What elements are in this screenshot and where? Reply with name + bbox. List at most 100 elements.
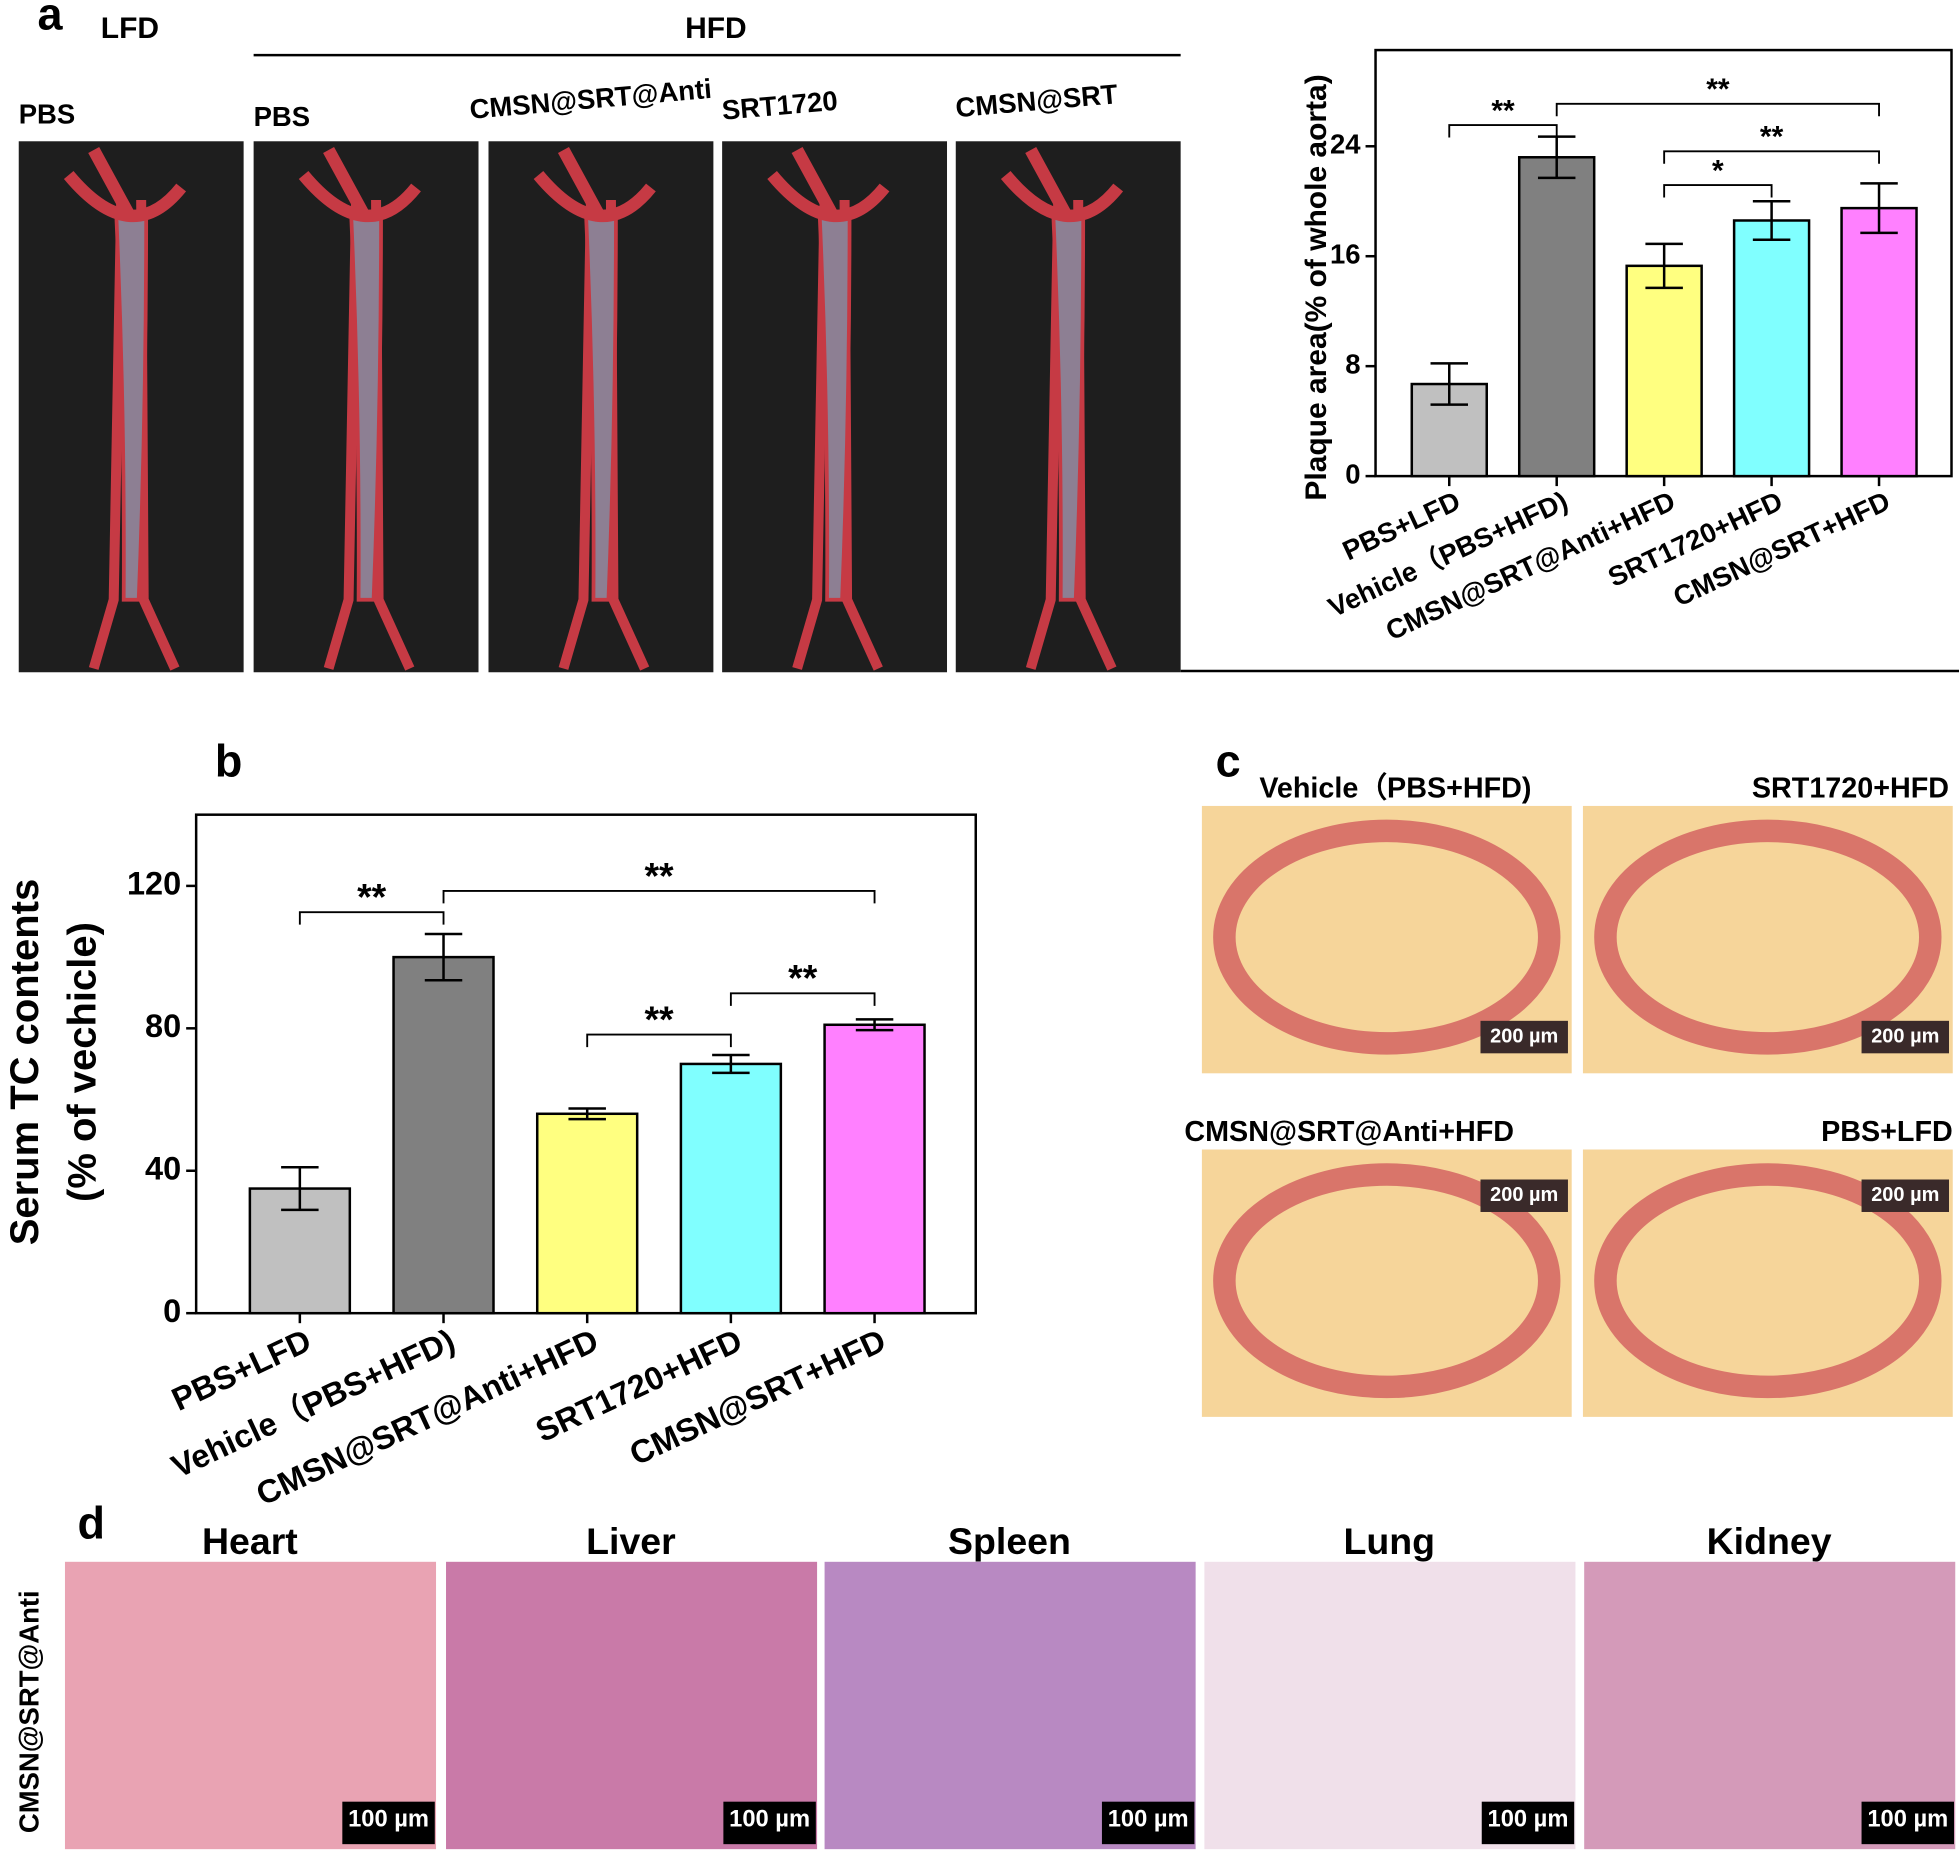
organ-image [1584,1561,1956,1850]
scale-bar-box [723,1801,816,1845]
organ-label: Spleen [948,1520,1071,1562]
group-label: HFD [685,12,747,45]
y-tick-label: 16 [1330,238,1361,269]
scale-bar-label: 100 µm [1108,1807,1189,1833]
organ-label: Lung [1344,1520,1436,1562]
error-bar [1430,362,1469,406]
section-label: PBS+LFD [1821,1116,1953,1148]
section-vessel [1594,1163,1942,1399]
bar [679,1062,783,1315]
scale-bar-box [1861,1020,1950,1054]
aorta-arch [298,147,421,223]
significance-label: ** [1760,121,1784,154]
panel-label: d [77,1498,104,1549]
aorta-arch [1000,147,1124,223]
scale-bar-box [1101,1801,1195,1845]
significance-label: ** [644,854,674,896]
organ-label: Liver [586,1520,676,1562]
significance-label: ** [1491,94,1515,127]
significance-bracket [298,911,445,925]
significance-label: ** [357,876,387,918]
error-bar [1752,199,1791,241]
bar [535,1112,639,1315]
error-bar [1645,242,1683,290]
y-tick-label: 40 [145,1150,181,1186]
scale-bar-box [1480,1179,1568,1212]
scale-bar-box [1861,1179,1950,1212]
aorta-vessel [114,210,149,602]
y-tick-label: 24 [1330,129,1361,160]
scale-bar-box [1481,1801,1575,1845]
bar [1625,264,1703,478]
error-bar [568,1107,606,1121]
y-tick-label: 0 [163,1293,181,1329]
section-label: Vehicle（PBS+HFD) [1259,771,1531,804]
panel-label: c [1216,736,1241,787]
section-vessel [1594,819,1942,1055]
photo-label: CMSN@SRT@Anti [468,73,713,125]
y-axis-label: (% of vechicle) [61,922,105,1202]
bar [392,955,495,1315]
error-bar [1860,182,1898,235]
photo-label: CMSN@SRT [954,78,1119,123]
y-tick-label: 0 [1345,458,1360,489]
error-bar [281,1165,319,1212]
error-bar [424,932,463,982]
organ-image [1204,1561,1576,1850]
aorta-vessel [817,210,852,602]
bar [1840,206,1918,478]
scale-bar-label: 100 µm [729,1807,810,1833]
scale-bar-box [1480,1020,1568,1054]
significance-bracket [729,992,876,1006]
x-tick-label: CMSN@SRT+HFD [624,1322,891,1472]
significance-label: * [1712,154,1724,187]
y-tick-label: 8 [1345,348,1360,379]
error-bar [855,1018,894,1032]
scale-bar-label: 200 µm [1490,1025,1558,1047]
bar [1410,382,1488,478]
aorta-vessel [583,210,618,602]
aorta-vessel [349,210,383,602]
organ-label: Heart [202,1520,298,1562]
significance-label: ** [788,957,818,999]
bar [1732,219,1811,478]
section-vessel [1213,1163,1561,1399]
significance-bracket [1663,184,1773,198]
section-vessel [1213,819,1561,1055]
row-label: CMSN@SRT@Anti [13,1590,44,1833]
y-tick-label: 120 [127,865,181,901]
group-label: LFD [101,12,159,45]
y-axis-label: Serum TC contents [3,879,47,1245]
scale-bar-label: 200 µm [1871,1025,1939,1047]
scale-bar-label: 200 µm [1871,1184,1939,1206]
scale-bar-label: 100 µm [1867,1807,1948,1833]
scale-bar-label: 100 µm [348,1807,429,1833]
section-label: CMSN@SRT@Anti+HFD [1184,1116,1514,1148]
aorta-vessel [1051,210,1086,602]
bar [823,1023,926,1315]
photo-label: PBS [19,99,75,130]
scale-bar-box [342,1801,435,1845]
significance-bracket [442,889,876,904]
significance-label: ** [644,998,674,1040]
photo-label: PBS [254,101,310,132]
y-tick-label: 80 [145,1008,181,1044]
significance-bracket [1663,150,1880,164]
photo-label: SRT1720 [721,85,839,126]
significance-label: ** [1706,73,1730,106]
significance-bracket [586,1033,732,1048]
section-label: SRT1720+HFD [1752,772,1949,804]
aorta-arch [533,147,656,223]
panel-label: b [215,736,242,787]
organ-label: Kidney [1707,1520,1832,1562]
bar [1517,156,1596,478]
scale-bar-label: 200 µm [1490,1184,1558,1206]
organ-image [446,1561,818,1850]
organ-image [64,1561,437,1850]
organ-image [824,1561,1196,1850]
y-axis-label: Plaque area(% of whole aorta) [1300,74,1333,500]
aorta-arch [767,147,890,223]
aorta-arch [63,147,187,223]
error-bar [712,1053,750,1075]
